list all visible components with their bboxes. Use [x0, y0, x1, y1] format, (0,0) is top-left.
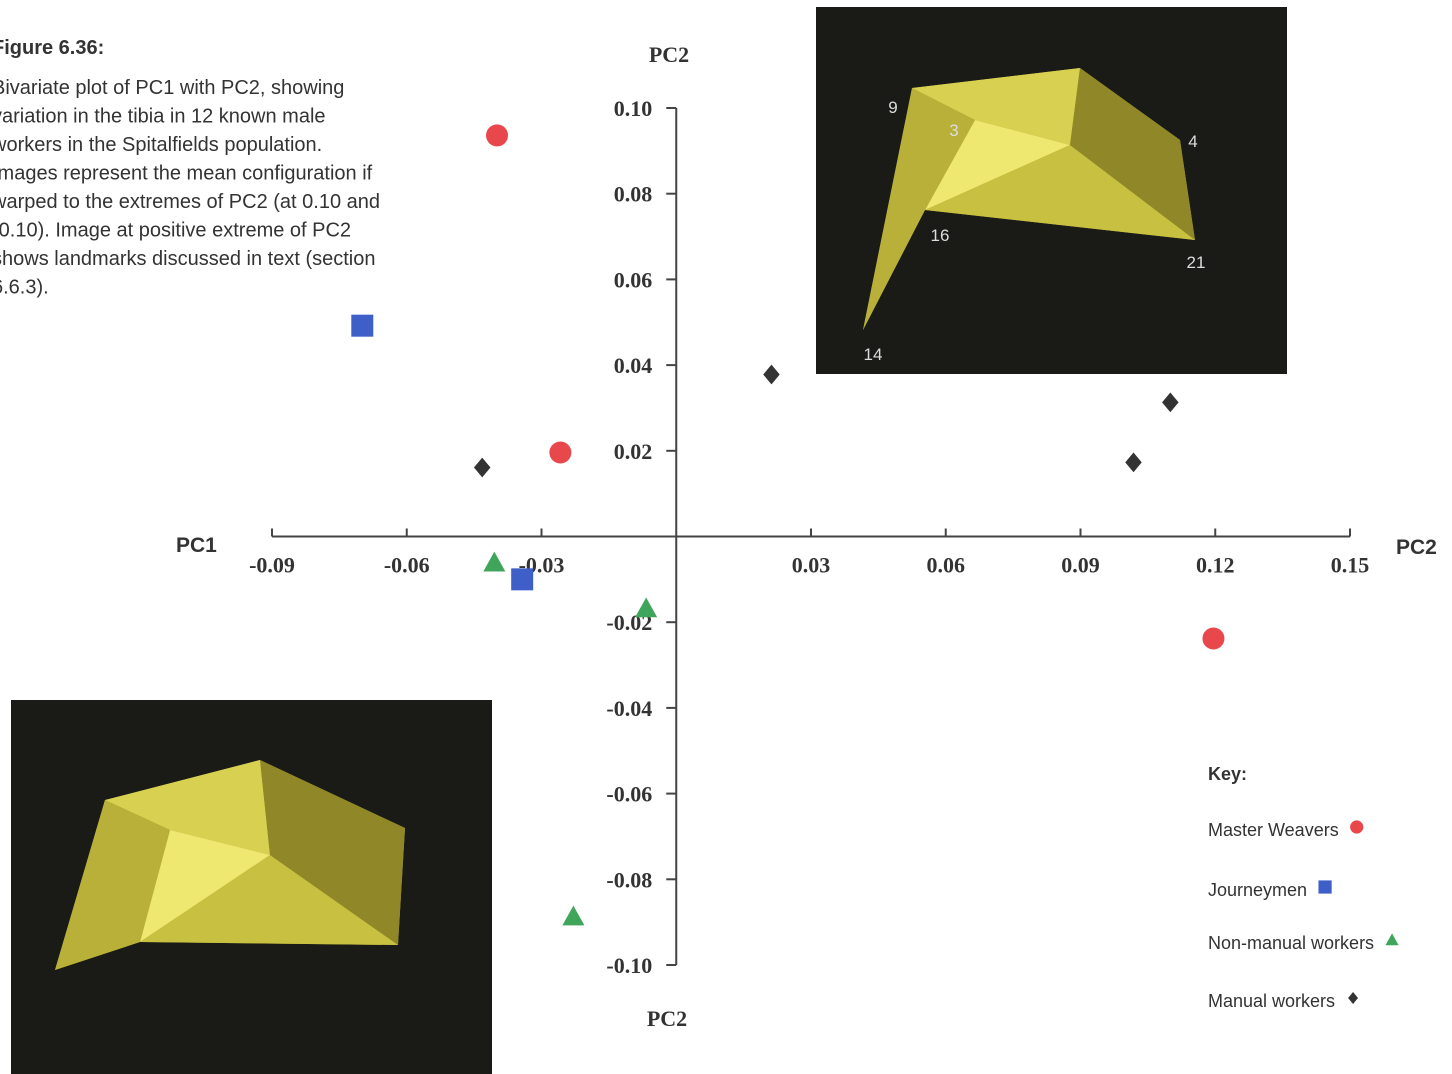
landmark-label: 3 [949, 121, 958, 140]
y-tick-label: -0.10 [606, 953, 652, 978]
data-point [549, 441, 572, 464]
landmark-label: 16 [931, 226, 950, 245]
landmark-label: 14 [864, 345, 883, 364]
y-tick-label: 0.04 [614, 353, 653, 378]
legend-marker [1348, 992, 1358, 1004]
y-tick-label: -0.06 [606, 782, 652, 807]
legend-title: Key: [1208, 764, 1247, 784]
y-tick-label: 0.02 [614, 439, 653, 464]
caption-line: -0.10). Image at positive extreme of PC2 [0, 220, 351, 242]
data-point [635, 597, 658, 618]
legend-label: Journeymen [1208, 880, 1307, 900]
axis-label: PC2 [647, 1006, 687, 1031]
x-tick-label: 0.03 [792, 553, 831, 578]
data-point [1202, 627, 1225, 650]
x-tick-label: 0.12 [1196, 553, 1235, 578]
caption-line: warped to the extremes of PC2 (at 0.10 a… [0, 191, 380, 213]
landmark-label: 21 [1187, 253, 1206, 272]
caption-line: 6.6.3). [0, 277, 49, 299]
y-tick-label: 0.08 [614, 182, 653, 207]
data-point [1125, 452, 1142, 473]
caption-line: variation in the tibia in 12 known male [0, 106, 326, 128]
axis-label: PC2 [649, 42, 689, 67]
axis-label: PC2 [1396, 536, 1437, 559]
data-point [763, 364, 780, 385]
data-point [562, 905, 585, 926]
legend-marker [1385, 933, 1399, 946]
caption-line: shows landmarks discussed in text (secti… [0, 248, 376, 270]
legend-marker [1318, 880, 1332, 894]
x-tick-label: 0.09 [1061, 553, 1100, 578]
data-point [1162, 392, 1179, 413]
axis-label: PC1 [176, 534, 217, 557]
x-tick-label: 0.15 [1331, 553, 1370, 578]
data-point [486, 124, 509, 147]
legend-label: Master Weavers [1208, 820, 1339, 840]
x-tick-label: -0.06 [384, 553, 430, 578]
x-tick-label: 0.06 [927, 553, 966, 578]
y-tick-label: -0.04 [606, 696, 652, 721]
data-point [351, 314, 374, 337]
legend-marker [1350, 820, 1364, 834]
caption-title: Figure 6.36: [0, 37, 104, 59]
caption-line: workers in the Spitalfields population. [0, 134, 322, 156]
inset-shape [55, 760, 405, 970]
caption-line: Images represent the mean configuration … [0, 163, 373, 185]
y-tick-label: 0.10 [614, 96, 653, 121]
x-tick-label: -0.09 [249, 553, 295, 578]
inset-shape [863, 68, 1195, 330]
y-tick-label: -0.08 [606, 867, 652, 892]
data-point [473, 457, 491, 478]
data-point [483, 551, 506, 572]
y-tick-label: 0.06 [614, 267, 653, 292]
landmark-label: 9 [888, 98, 897, 117]
landmark-label: 4 [1188, 132, 1197, 151]
caption-line: Bivariate plot of PC1 with PC2, showing [0, 77, 344, 99]
legend-label: Manual workers [1208, 991, 1335, 1011]
legend-label: Non-manual workers [1208, 933, 1374, 953]
data-point [511, 568, 534, 591]
